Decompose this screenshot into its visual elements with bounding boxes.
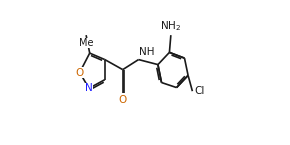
- Text: N: N: [85, 83, 93, 93]
- Text: Cl: Cl: [195, 86, 205, 96]
- Text: O: O: [75, 68, 84, 77]
- Text: O: O: [119, 95, 127, 105]
- Text: NH$_2$: NH$_2$: [160, 19, 182, 33]
- Text: NH: NH: [139, 47, 155, 57]
- Text: Me: Me: [79, 38, 93, 48]
